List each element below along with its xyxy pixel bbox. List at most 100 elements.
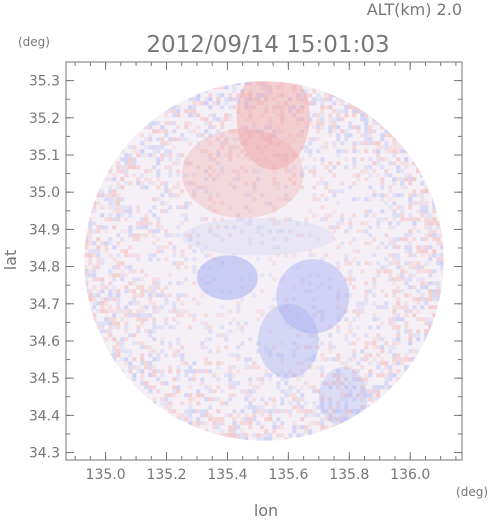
field-cell — [384, 141, 389, 146]
field-cell — [340, 381, 345, 386]
field-cell — [132, 377, 137, 382]
field-cell — [380, 373, 385, 378]
field-cell — [320, 317, 325, 322]
field-cell — [124, 337, 129, 342]
field-cell — [356, 261, 361, 266]
field-cell — [244, 141, 249, 146]
field-cell — [208, 197, 213, 202]
field-cell — [424, 189, 429, 194]
field-cell — [336, 109, 341, 114]
field-cell — [216, 361, 221, 366]
field-cell — [364, 165, 369, 170]
field-cell — [236, 109, 241, 114]
field-cell — [192, 257, 197, 262]
field-cell — [112, 317, 117, 322]
field-cell — [436, 297, 441, 302]
field-cell — [372, 293, 377, 298]
field-cell — [248, 381, 253, 386]
field-cell — [364, 113, 369, 118]
field-cell — [376, 373, 381, 378]
field-cell — [300, 433, 305, 438]
y-unit-label: (deg) — [18, 35, 50, 49]
field-cell — [88, 229, 93, 234]
field-cell — [420, 293, 425, 298]
field-cell — [392, 145, 397, 150]
field-cell — [176, 161, 181, 166]
field-cell — [436, 281, 441, 286]
field-cell — [128, 301, 133, 306]
field-cell — [392, 153, 397, 158]
field-cell — [132, 297, 137, 302]
field-cell — [300, 361, 305, 366]
field-cell — [388, 377, 393, 382]
field-cell — [424, 269, 429, 274]
field-cell — [436, 241, 441, 246]
field-cell — [396, 313, 401, 318]
field-cell — [220, 421, 225, 426]
field-cell — [388, 145, 393, 150]
field-cell — [216, 225, 221, 230]
field-cell — [368, 289, 373, 294]
field-cell — [276, 129, 281, 134]
field-cell — [436, 317, 441, 322]
field-cell — [232, 409, 237, 414]
field-cell — [164, 149, 169, 154]
field-cell — [352, 357, 357, 362]
field-cell — [116, 369, 121, 374]
field-cell — [356, 109, 361, 114]
field-cell — [364, 209, 369, 214]
field-cell — [112, 313, 117, 318]
field-cell — [208, 369, 213, 374]
field-cell — [220, 389, 225, 394]
field-cell — [308, 149, 313, 154]
field-cell — [152, 301, 157, 306]
field-cell — [384, 129, 389, 134]
field-cell — [400, 161, 405, 166]
field-cell — [404, 377, 409, 382]
field-cell — [156, 177, 161, 182]
field-cell — [312, 157, 317, 162]
field-cell — [152, 329, 157, 334]
field-cell — [312, 413, 317, 418]
field-cell — [304, 125, 309, 130]
field-cell — [140, 377, 145, 382]
field-cell — [416, 349, 421, 354]
field-cell — [328, 285, 333, 290]
field-cell — [188, 413, 193, 418]
field-cell — [268, 349, 273, 354]
field-cell — [396, 285, 401, 290]
field-cell — [312, 305, 317, 310]
field-cell — [352, 369, 357, 374]
field-cell — [336, 357, 341, 362]
field-cell — [252, 189, 257, 194]
field-cell — [204, 385, 209, 390]
field-cell — [332, 381, 337, 386]
field-cell — [96, 293, 101, 298]
field-cell — [144, 137, 149, 142]
field-cell — [152, 121, 157, 126]
field-cell — [140, 381, 145, 386]
field-cell — [144, 225, 149, 230]
field-cell — [368, 361, 373, 366]
field-cell — [148, 285, 153, 290]
field-cell — [176, 293, 181, 298]
field-cell — [188, 421, 193, 426]
field-cell — [308, 233, 313, 238]
field-cell — [328, 385, 333, 390]
field-cell — [164, 181, 169, 186]
field-cell — [192, 189, 197, 194]
field-cell — [432, 297, 437, 302]
field-cell — [372, 389, 377, 394]
x-axis-ticks: 135.0 135.2 135.4 135.6 135.8 136.0 — [74, 62, 457, 483]
field-cell — [276, 229, 281, 234]
field-cell — [344, 417, 349, 422]
field-cell — [428, 305, 433, 310]
field-cell — [100, 261, 105, 266]
field-cell — [320, 397, 325, 402]
field-cell — [344, 405, 349, 410]
field-cell — [408, 365, 413, 370]
field-cell — [300, 97, 305, 102]
field-cell — [388, 225, 393, 230]
field-cell — [136, 293, 141, 298]
field-cell — [124, 285, 129, 290]
